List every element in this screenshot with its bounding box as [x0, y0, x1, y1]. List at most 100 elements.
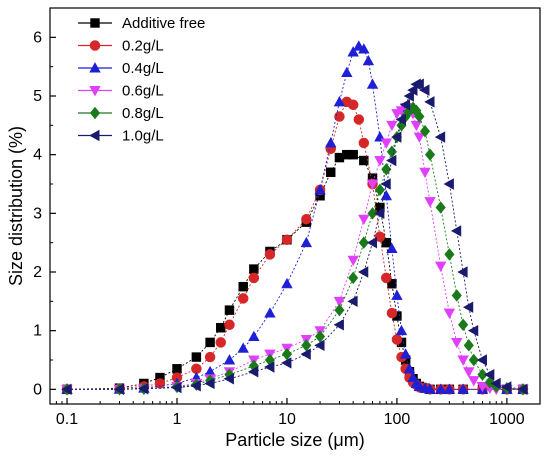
data-point: [348, 271, 359, 285]
data-point: [264, 249, 276, 260]
data-point: [424, 383, 436, 394]
series-4: [61, 101, 529, 396]
series-line: [67, 107, 523, 390]
data-point: [191, 352, 202, 362]
data-point: [395, 113, 406, 126]
series-layer: [61, 40, 529, 396]
data-point: [333, 96, 346, 107]
data-point: [395, 324, 408, 336]
data-point: [347, 99, 359, 111]
data-point: [205, 337, 215, 348]
data-point: [443, 308, 456, 319]
data-point: [380, 178, 391, 190]
legend-label: 0.2g/L: [122, 38, 164, 55]
data-point: [484, 368, 495, 381]
data-point: [463, 367, 475, 378]
data-point: [358, 236, 369, 249]
data-point: [435, 201, 446, 214]
data-point: [249, 264, 259, 274]
data-point: [190, 380, 201, 392]
x-tick-label: 1000: [489, 411, 525, 428]
data-point: [300, 236, 313, 248]
data-point: [172, 364, 182, 374]
data-point: [301, 213, 312, 225]
series-2: [61, 40, 529, 394]
y-tick-label: 4: [33, 147, 42, 164]
data-point: [113, 383, 124, 396]
data-point: [326, 167, 336, 177]
legend-entry: 0.8g/L: [78, 105, 164, 122]
legend-marker: [90, 18, 100, 28]
data-point: [223, 373, 234, 385]
data-point: [333, 319, 344, 331]
data-point: [341, 66, 353, 77]
data-point: [457, 355, 469, 366]
data-point: [419, 125, 431, 138]
data-point: [451, 337, 463, 349]
data-point: [381, 163, 392, 176]
data-point: [359, 155, 369, 166]
x-tick-label: 100: [384, 411, 411, 428]
data-point: [237, 342, 249, 353]
data-point: [443, 178, 454, 190]
data-point: [399, 99, 411, 111]
data-point: [347, 255, 359, 267]
data-point: [457, 266, 468, 278]
data-point: [374, 207, 385, 220]
y-tick-label: 3: [33, 205, 42, 222]
data-point: [419, 167, 431, 179]
data-point: [367, 207, 378, 220]
data-point: [366, 78, 379, 89]
y-tick-label: 2: [33, 264, 42, 281]
data-point: [434, 131, 446, 143]
data-point: [434, 383, 447, 394]
data-point: [391, 131, 402, 143]
data-point: [248, 366, 259, 378]
plot-frame: [49, 7, 541, 405]
data-point: [353, 114, 365, 125]
data-point: [358, 137, 370, 149]
data-point: [334, 303, 345, 317]
data-point: [450, 225, 462, 237]
data-point: [374, 231, 386, 243]
data-point: [366, 236, 377, 249]
y-tick-label: 0: [33, 381, 42, 398]
data-point: [403, 90, 414, 102]
y-tick-label: 5: [33, 88, 42, 105]
data-point: [517, 383, 528, 396]
x-tick-label: 0.1: [56, 411, 78, 428]
legend: Additive free 0.2g/L 0.4g/L 0.6g/L 0.8g/L 1.0…: [78, 15, 205, 145]
data-point: [476, 354, 487, 366]
data-point: [334, 111, 345, 122]
data-point: [501, 381, 512, 393]
data-point: [424, 148, 436, 161]
data-point: [386, 242, 398, 253]
legend-entry: 0.4g/L: [78, 60, 164, 77]
data-point: [204, 377, 215, 390]
data-point: [358, 43, 370, 54]
data-point: [424, 96, 435, 108]
data-point: [451, 289, 462, 302]
data-point: [358, 214, 370, 226]
legend-entry: Additive free: [78, 15, 205, 32]
data-point: [362, 54, 375, 66]
series-line: [67, 83, 524, 390]
data-point: [216, 323, 226, 333]
legend-label: 0.6g/L: [122, 83, 164, 100]
data-point: [264, 361, 275, 373]
data-point: [458, 318, 469, 331]
y-axis-title: Size distribution (%): [6, 126, 26, 286]
series-line: [66, 154, 523, 390]
x-axis-title: Particle size (μm): [225, 430, 364, 450]
data-point: [443, 383, 456, 394]
data-point: [224, 319, 235, 331]
data-point: [386, 154, 397, 167]
data-point: [204, 351, 216, 363]
data-point: [468, 376, 480, 387]
data-point: [348, 149, 358, 160]
data-point: [237, 293, 249, 304]
data-point: [366, 179, 379, 190]
series-line: [66, 101, 523, 390]
legend-entry: 0.2g/L: [78, 38, 164, 55]
data-point: [391, 289, 403, 300]
